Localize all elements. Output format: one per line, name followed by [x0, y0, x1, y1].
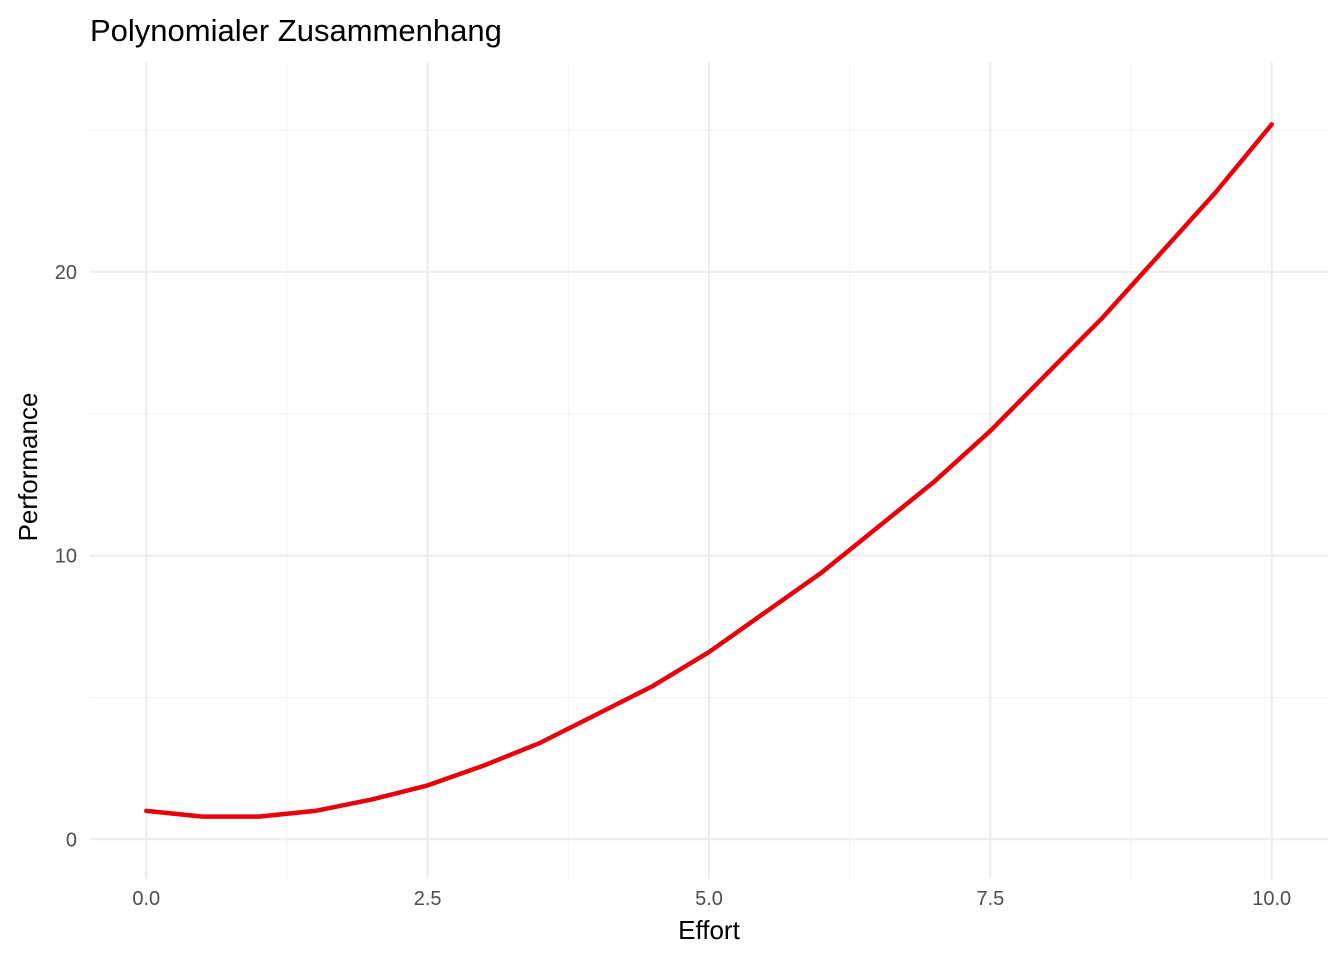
x-tick-label: 2.5 [414, 888, 442, 910]
y-axis-ticks: 0 10 20 [55, 262, 77, 851]
x-axis-ticks: 0.0 2.5 5.0 7.5 10.0 [132, 888, 1291, 910]
y-axis-title: Performance [13, 393, 43, 542]
y-tick-label: 20 [55, 262, 77, 284]
x-tick-label: 10.0 [1252, 888, 1291, 910]
y-tick-label: 10 [55, 546, 77, 568]
x-axis-title: Effort [678, 915, 740, 945]
y-tick-label: 0 [66, 829, 77, 851]
x-tick-label: 5.0 [695, 888, 723, 910]
chart-title: Polynomialer Zusammenhang [90, 13, 502, 48]
grid [90, 62, 1328, 879]
series-line [144, 122, 1274, 819]
x-tick-label: 7.5 [976, 888, 1004, 910]
series-layer [144, 122, 1274, 819]
x-tick-label: 0.0 [132, 888, 160, 910]
